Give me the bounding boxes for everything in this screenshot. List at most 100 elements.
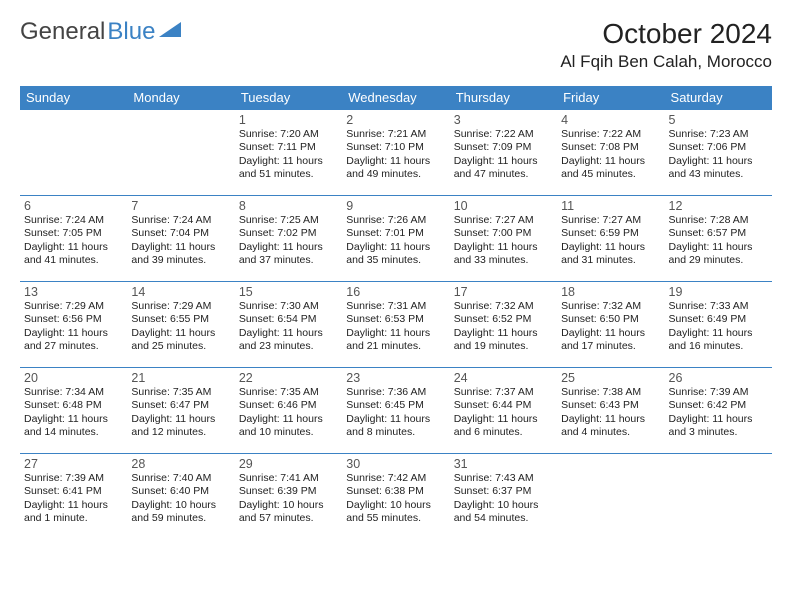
calendar-row: 20Sunrise: 7:34 AMSunset: 6:48 PMDayligh… xyxy=(20,368,772,454)
day-details: Sunrise: 7:41 AMSunset: 6:39 PMDaylight:… xyxy=(239,472,338,526)
day-number: 31 xyxy=(454,457,553,471)
day-number: 6 xyxy=(24,199,123,213)
day-number: 21 xyxy=(131,371,230,385)
day-number: 23 xyxy=(346,371,445,385)
day-details: Sunrise: 7:20 AMSunset: 7:11 PMDaylight:… xyxy=(239,128,338,182)
day-details: Sunrise: 7:24 AMSunset: 7:05 PMDaylight:… xyxy=(24,214,123,268)
weekday-header: Friday xyxy=(557,86,664,110)
day-details: Sunrise: 7:40 AMSunset: 6:40 PMDaylight:… xyxy=(131,472,230,526)
calendar-cell: 6Sunrise: 7:24 AMSunset: 7:05 PMDaylight… xyxy=(20,196,127,282)
calendar-cell: 8Sunrise: 7:25 AMSunset: 7:02 PMDaylight… xyxy=(235,196,342,282)
calendar-cell: 13Sunrise: 7:29 AMSunset: 6:56 PMDayligh… xyxy=(20,282,127,368)
calendar-cell: 25Sunrise: 7:38 AMSunset: 6:43 PMDayligh… xyxy=(557,368,664,454)
calendar-cell: 2Sunrise: 7:21 AMSunset: 7:10 PMDaylight… xyxy=(342,110,449,196)
header: GeneralBlue October 2024 Al Fqih Ben Cal… xyxy=(20,18,772,72)
calendar-cell: 9Sunrise: 7:26 AMSunset: 7:01 PMDaylight… xyxy=(342,196,449,282)
logo-text-2: Blue xyxy=(107,18,155,46)
day-details: Sunrise: 7:21 AMSunset: 7:10 PMDaylight:… xyxy=(346,128,445,182)
calendar-row: 1Sunrise: 7:20 AMSunset: 7:11 PMDaylight… xyxy=(20,110,772,196)
day-details: Sunrise: 7:26 AMSunset: 7:01 PMDaylight:… xyxy=(346,214,445,268)
day-number: 17 xyxy=(454,285,553,299)
day-number: 9 xyxy=(346,199,445,213)
day-details: Sunrise: 7:29 AMSunset: 6:56 PMDaylight:… xyxy=(24,300,123,354)
day-number: 14 xyxy=(131,285,230,299)
weekday-header: Saturday xyxy=(665,86,772,110)
day-details: Sunrise: 7:29 AMSunset: 6:55 PMDaylight:… xyxy=(131,300,230,354)
day-details: Sunrise: 7:27 AMSunset: 7:00 PMDaylight:… xyxy=(454,214,553,268)
day-number: 3 xyxy=(454,113,553,127)
calendar-cell xyxy=(20,110,127,196)
day-details: Sunrise: 7:33 AMSunset: 6:49 PMDaylight:… xyxy=(669,300,768,354)
logo: GeneralBlue xyxy=(20,18,181,46)
weekday-header: Tuesday xyxy=(235,86,342,110)
calendar-cell: 16Sunrise: 7:31 AMSunset: 6:53 PMDayligh… xyxy=(342,282,449,368)
day-details: Sunrise: 7:25 AMSunset: 7:02 PMDaylight:… xyxy=(239,214,338,268)
calendar-cell: 18Sunrise: 7:32 AMSunset: 6:50 PMDayligh… xyxy=(557,282,664,368)
weekday-header: Sunday xyxy=(20,86,127,110)
calendar-body: 1Sunrise: 7:20 AMSunset: 7:11 PMDaylight… xyxy=(20,110,772,540)
day-details: Sunrise: 7:35 AMSunset: 6:46 PMDaylight:… xyxy=(239,386,338,440)
day-number: 11 xyxy=(561,199,660,213)
calendar-cell: 24Sunrise: 7:37 AMSunset: 6:44 PMDayligh… xyxy=(450,368,557,454)
day-number: 26 xyxy=(669,371,768,385)
calendar-cell: 31Sunrise: 7:43 AMSunset: 6:37 PMDayligh… xyxy=(450,454,557,540)
calendar-cell: 11Sunrise: 7:27 AMSunset: 6:59 PMDayligh… xyxy=(557,196,664,282)
day-details: Sunrise: 7:27 AMSunset: 6:59 PMDaylight:… xyxy=(561,214,660,268)
day-details: Sunrise: 7:30 AMSunset: 6:54 PMDaylight:… xyxy=(239,300,338,354)
day-details: Sunrise: 7:42 AMSunset: 6:38 PMDaylight:… xyxy=(346,472,445,526)
day-number: 15 xyxy=(239,285,338,299)
weekday-header: Thursday xyxy=(450,86,557,110)
day-details: Sunrise: 7:39 AMSunset: 6:42 PMDaylight:… xyxy=(669,386,768,440)
day-number: 5 xyxy=(669,113,768,127)
day-details: Sunrise: 7:38 AMSunset: 6:43 PMDaylight:… xyxy=(561,386,660,440)
calendar-cell: 23Sunrise: 7:36 AMSunset: 6:45 PMDayligh… xyxy=(342,368,449,454)
day-number: 24 xyxy=(454,371,553,385)
day-number: 7 xyxy=(131,199,230,213)
calendar-cell: 1Sunrise: 7:20 AMSunset: 7:11 PMDaylight… xyxy=(235,110,342,196)
day-number: 4 xyxy=(561,113,660,127)
day-number: 30 xyxy=(346,457,445,471)
calendar-cell: 5Sunrise: 7:23 AMSunset: 7:06 PMDaylight… xyxy=(665,110,772,196)
calendar-cell: 7Sunrise: 7:24 AMSunset: 7:04 PMDaylight… xyxy=(127,196,234,282)
calendar-cell: 22Sunrise: 7:35 AMSunset: 6:46 PMDayligh… xyxy=(235,368,342,454)
calendar-cell xyxy=(557,454,664,540)
calendar-cell: 17Sunrise: 7:32 AMSunset: 6:52 PMDayligh… xyxy=(450,282,557,368)
day-number: 25 xyxy=(561,371,660,385)
weekday-header: Wednesday xyxy=(342,86,449,110)
day-details: Sunrise: 7:39 AMSunset: 6:41 PMDaylight:… xyxy=(24,472,123,526)
day-details: Sunrise: 7:36 AMSunset: 6:45 PMDaylight:… xyxy=(346,386,445,440)
calendar-cell xyxy=(127,110,234,196)
calendar-cell: 28Sunrise: 7:40 AMSunset: 6:40 PMDayligh… xyxy=(127,454,234,540)
day-details: Sunrise: 7:23 AMSunset: 7:06 PMDaylight:… xyxy=(669,128,768,182)
calendar-cell: 4Sunrise: 7:22 AMSunset: 7:08 PMDaylight… xyxy=(557,110,664,196)
calendar-cell: 29Sunrise: 7:41 AMSunset: 6:39 PMDayligh… xyxy=(235,454,342,540)
day-details: Sunrise: 7:31 AMSunset: 6:53 PMDaylight:… xyxy=(346,300,445,354)
calendar-cell: 19Sunrise: 7:33 AMSunset: 6:49 PMDayligh… xyxy=(665,282,772,368)
day-number: 16 xyxy=(346,285,445,299)
triangle-icon xyxy=(159,18,181,46)
day-number: 2 xyxy=(346,113,445,127)
calendar-table: Sunday Monday Tuesday Wednesday Thursday… xyxy=(20,86,772,540)
day-number: 1 xyxy=(239,113,338,127)
day-number: 13 xyxy=(24,285,123,299)
day-number: 12 xyxy=(669,199,768,213)
logo-text-1: General xyxy=(20,18,105,46)
location-label: Al Fqih Ben Calah, Morocco xyxy=(560,52,772,72)
calendar-row: 6Sunrise: 7:24 AMSunset: 7:05 PMDaylight… xyxy=(20,196,772,282)
day-details: Sunrise: 7:22 AMSunset: 7:09 PMDaylight:… xyxy=(454,128,553,182)
day-number: 18 xyxy=(561,285,660,299)
weekday-header-row: Sunday Monday Tuesday Wednesday Thursday… xyxy=(20,86,772,110)
day-details: Sunrise: 7:28 AMSunset: 6:57 PMDaylight:… xyxy=(669,214,768,268)
day-number: 29 xyxy=(239,457,338,471)
calendar-row: 27Sunrise: 7:39 AMSunset: 6:41 PMDayligh… xyxy=(20,454,772,540)
day-number: 27 xyxy=(24,457,123,471)
calendar-cell: 14Sunrise: 7:29 AMSunset: 6:55 PMDayligh… xyxy=(127,282,234,368)
day-number: 28 xyxy=(131,457,230,471)
day-details: Sunrise: 7:35 AMSunset: 6:47 PMDaylight:… xyxy=(131,386,230,440)
day-details: Sunrise: 7:32 AMSunset: 6:52 PMDaylight:… xyxy=(454,300,553,354)
day-details: Sunrise: 7:32 AMSunset: 6:50 PMDaylight:… xyxy=(561,300,660,354)
calendar-cell: 12Sunrise: 7:28 AMSunset: 6:57 PMDayligh… xyxy=(665,196,772,282)
calendar-cell: 15Sunrise: 7:30 AMSunset: 6:54 PMDayligh… xyxy=(235,282,342,368)
calendar-cell: 26Sunrise: 7:39 AMSunset: 6:42 PMDayligh… xyxy=(665,368,772,454)
day-details: Sunrise: 7:22 AMSunset: 7:08 PMDaylight:… xyxy=(561,128,660,182)
